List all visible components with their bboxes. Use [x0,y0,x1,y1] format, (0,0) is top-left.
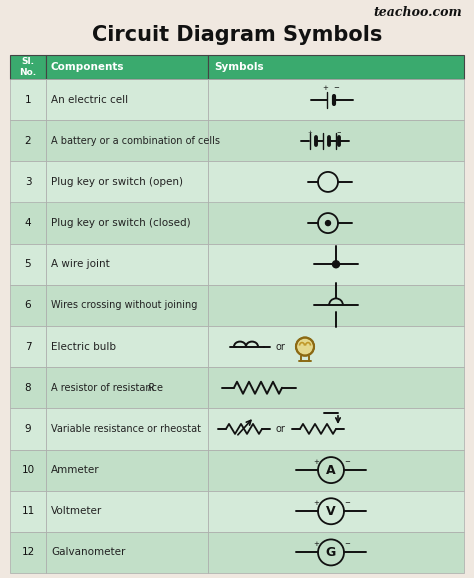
Bar [10,491,46,532]
Bar [10,120,46,161]
Bar [46,408,208,450]
Bar [208,532,464,573]
Circle shape [326,221,330,225]
Bar [46,450,208,491]
Bar [10,79,46,120]
Bar [208,244,464,285]
Text: 9: 9 [25,424,31,434]
Text: +: + [313,459,319,465]
Text: V: V [326,505,336,518]
Text: +: + [313,500,319,506]
Bar [10,532,46,573]
Bar [208,367,464,408]
Bar [46,120,208,161]
Bar [208,161,464,202]
Bar [208,79,464,120]
Bar [10,202,46,244]
Text: Plug key or switch (open): Plug key or switch (open) [51,177,183,187]
Bar [208,202,464,244]
Bar [208,55,464,79]
Bar [208,285,464,326]
Bar [10,244,46,285]
Text: −: − [344,542,350,547]
Bar [10,55,46,79]
Text: Variable resistance or rheostat: Variable resistance or rheostat [51,424,201,434]
Text: Wires crossing without joining: Wires crossing without joining [51,301,197,310]
Bar [208,326,464,367]
Text: A battery or a combination of cells: A battery or a combination of cells [51,136,220,146]
Text: 12: 12 [21,547,35,557]
Text: 3: 3 [25,177,31,187]
Circle shape [297,338,313,355]
Text: 1: 1 [25,95,31,105]
Text: −: − [333,84,339,91]
Text: teachoo.com: teachoo.com [373,6,462,19]
Bar [46,367,208,408]
Text: Plug key or switch (closed): Plug key or switch (closed) [51,218,191,228]
Circle shape [332,261,339,268]
Bar [46,202,208,244]
Bar [208,120,464,161]
Text: +: + [308,129,312,135]
Bar [46,244,208,285]
Text: A resistor of resistance: A resistor of resistance [51,383,166,392]
Text: or: or [276,424,286,434]
Text: −: − [344,500,350,506]
Bar [46,285,208,326]
Text: or: or [276,342,286,351]
Text: −: − [344,459,350,465]
Bar [10,408,46,450]
Text: 6: 6 [25,301,31,310]
Text: 5: 5 [25,260,31,269]
Bar [46,532,208,573]
Bar [10,450,46,491]
Bar [208,491,464,532]
Text: +: + [322,84,328,91]
Bar [46,491,208,532]
Bar [208,408,464,450]
Text: Symbols: Symbols [214,62,264,72]
Text: 10: 10 [21,465,35,475]
Text: R: R [148,383,155,392]
Bar [10,161,46,202]
Text: Sl.
No.: Sl. No. [19,57,36,77]
Text: 8: 8 [25,383,31,392]
Text: A: A [326,464,336,477]
Text: Circuit Diagram Symbols: Circuit Diagram Symbols [92,25,382,45]
Text: 11: 11 [21,506,35,516]
Bar [46,79,208,120]
Text: A wire joint: A wire joint [51,260,110,269]
Bar [10,285,46,326]
Bar [208,450,464,491]
Text: Ammeter: Ammeter [51,465,100,475]
Text: 7: 7 [25,342,31,351]
Text: Galvanometer: Galvanometer [51,547,126,557]
Bar [10,326,46,367]
Text: Electric bulb: Electric bulb [51,342,116,351]
Text: Components: Components [51,62,125,72]
Bar [46,161,208,202]
Text: G: G [326,546,336,559]
Text: +: + [313,542,319,547]
Bar [46,55,208,79]
Bar [10,367,46,408]
Text: 2: 2 [25,136,31,146]
Bar [46,326,208,367]
Text: 4: 4 [25,218,31,228]
Text: Voltmeter: Voltmeter [51,506,102,516]
Text: −: − [337,129,341,135]
Text: An electric cell: An electric cell [51,95,128,105]
